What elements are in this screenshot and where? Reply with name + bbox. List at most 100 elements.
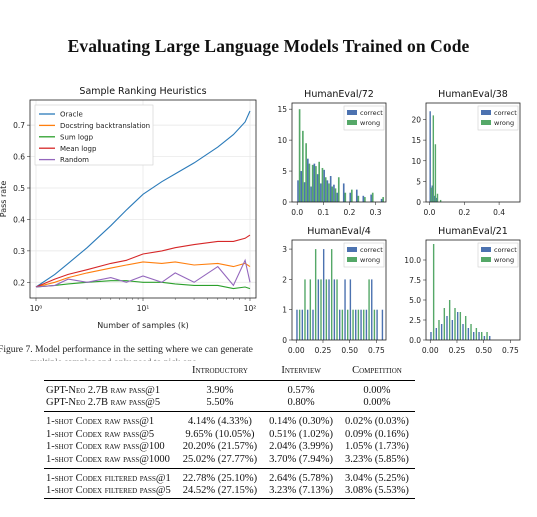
bar-correct <box>451 320 454 340</box>
legend-swatch <box>481 247 491 252</box>
legend-swatch <box>347 257 357 262</box>
chart-title: Sample Ranking Heuristics <box>79 86 206 97</box>
bar-correct <box>376 309 378 340</box>
legend-label: Mean logp <box>60 145 97 153</box>
table-header-introductory: Introductory <box>176 363 264 381</box>
y-tick-label: 15 <box>411 136 421 145</box>
bar-wrong <box>464 316 467 340</box>
bar-wrong <box>430 187 432 202</box>
model-name-cell: 1-shot Codex raw pass@1000 <box>44 453 177 469</box>
bar-correct <box>312 309 314 340</box>
y-tick-label: 2.5 <box>409 316 421 325</box>
value-cell: 0.57% <box>287 384 315 396</box>
table-row: 1-shot Codex filtered pass@5 24.52% (27.1… <box>44 485 415 499</box>
bar-correct <box>301 309 304 340</box>
bar-correct <box>297 180 299 202</box>
legend-box <box>34 104 154 166</box>
legend-swatch <box>481 110 491 115</box>
bar-wrong <box>298 309 301 340</box>
value-cell: 2.64% (5.78%) <box>269 472 334 484</box>
bar-wrong <box>454 308 456 340</box>
table-header-interview: Interview <box>263 363 340 381</box>
model-name-cell: 1-shot Codex raw pass@5 <box>46 428 155 440</box>
legend-swatch <box>347 120 357 125</box>
value-cell: 3.04% (5.25%) <box>345 472 409 484</box>
bar-wrong <box>434 144 437 202</box>
bar-wrong <box>363 309 365 340</box>
legend-swatch <box>481 257 491 262</box>
series-line-random <box>35 258 251 288</box>
y-tick-label: 0.7 <box>13 121 25 130</box>
model-name-cell: 1-shot Codex raw pass@1 <box>46 416 155 428</box>
axes-frame <box>425 239 521 341</box>
y-tick-label: 0 <box>282 336 287 345</box>
value-cell: 0.80% <box>263 396 340 413</box>
bar-correct <box>489 336 491 340</box>
x-tick-label: 0.3 <box>370 208 382 217</box>
y-tick-label: 0.0 <box>409 336 421 345</box>
table-row: GPT-Neo 2.7B raw pass@5 5.50% 0.80% 0.00% <box>44 396 415 413</box>
bar-correct <box>431 185 433 202</box>
chart-legend: correct wrong <box>343 105 385 131</box>
table-row: 1-shot Codex filtered pass@1 22.78% (25.1… <box>44 468 415 485</box>
value-cell: 0.00% <box>339 396 415 413</box>
bar-correct <box>360 309 362 340</box>
x-tick-label: 0.25 <box>315 346 332 355</box>
bar-wrong <box>448 300 451 340</box>
x-axis-label: Number of samples (k) <box>97 321 189 330</box>
table-row: GPT-Neo 2.7B raw pass@1 3.90% 0.57% 0.00% <box>44 380 415 397</box>
bar-correct <box>333 184 335 202</box>
bar-wrong <box>459 312 462 340</box>
table-row: 1-shot Codex raw pass@100 20.20% (21.57%)… <box>44 441 415 453</box>
table-header-model <box>44 363 177 381</box>
chart-title: HumanEval/38 <box>438 89 508 100</box>
bar-wrong <box>328 183 330 202</box>
table-header-row: Introductory Interview Competition <box>44 363 415 381</box>
x-tick-label: 0.75 <box>368 346 385 355</box>
y-tick-label: 20 <box>411 116 421 125</box>
paper-title: Evaluating Large Language Models Trained… <box>67 36 470 56</box>
chart-legend: correct wrong <box>477 242 519 268</box>
bar-wrong <box>373 309 376 340</box>
bar-correct <box>322 249 325 340</box>
bar-correct <box>333 279 336 340</box>
legend-swatch <box>347 247 357 252</box>
y-tick-label: 3 <box>282 245 287 254</box>
bar-wrong <box>438 320 440 340</box>
bar-wrong <box>330 249 333 340</box>
bar-correct <box>355 309 357 340</box>
bar-correct <box>473 332 475 340</box>
figure-caption-cut: multiple samples and only need to pick o… <box>30 358 250 361</box>
y-tick-label: 1 <box>282 306 287 315</box>
value-cell: 1.05% (1.73%) <box>345 441 409 453</box>
table-header-competition: Competition <box>339 363 415 381</box>
x-tick-label: 0.75 <box>502 346 519 355</box>
bar-wrong <box>305 143 307 202</box>
bar-wrong <box>351 189 353 202</box>
value-cell: 22.78% (25.10%) <box>182 472 258 484</box>
value-cell: 2.04% (3.99%) <box>269 441 334 453</box>
bar-correct <box>440 324 443 340</box>
results-table: Introductory Interview Competition GPT-Neo … <box>44 363 415 499</box>
model-name-cell: GPT-Neo 2.7B raw pass@1 <box>46 384 161 396</box>
bar-wrong <box>439 199 442 202</box>
model-name-cell: GPT-Neo 2.7B raw pass@5 <box>44 396 177 413</box>
bar-correct <box>306 309 309 340</box>
x-tick-label: 0.00 <box>422 346 439 355</box>
value-cell: 4.14% (4.33%) <box>188 416 252 428</box>
y-tick-label: 10 <box>411 157 421 166</box>
bar-correct <box>326 180 329 202</box>
y-tick-label: 0.2 <box>13 278 25 287</box>
value-cell: 9.65% (10.05%) <box>185 428 255 440</box>
bar-wrong <box>357 195 360 202</box>
x-tick-label: 0.0 <box>424 208 436 217</box>
bar-wrong <box>470 324 472 340</box>
chart-panel-4: HumanEval/21 0.0 2.5 5.0 7.5 10.0 0.00 0.25 0.50… <box>404 226 521 355</box>
x-tick-label: 0.1 <box>317 208 329 217</box>
bar-wrong <box>341 309 344 340</box>
bar-correct <box>342 183 345 202</box>
bar-correct <box>430 332 432 340</box>
bar-wrong <box>309 279 312 340</box>
value-cell: 3.08% (5.53%) <box>339 485 415 499</box>
axes-frame <box>29 99 257 299</box>
